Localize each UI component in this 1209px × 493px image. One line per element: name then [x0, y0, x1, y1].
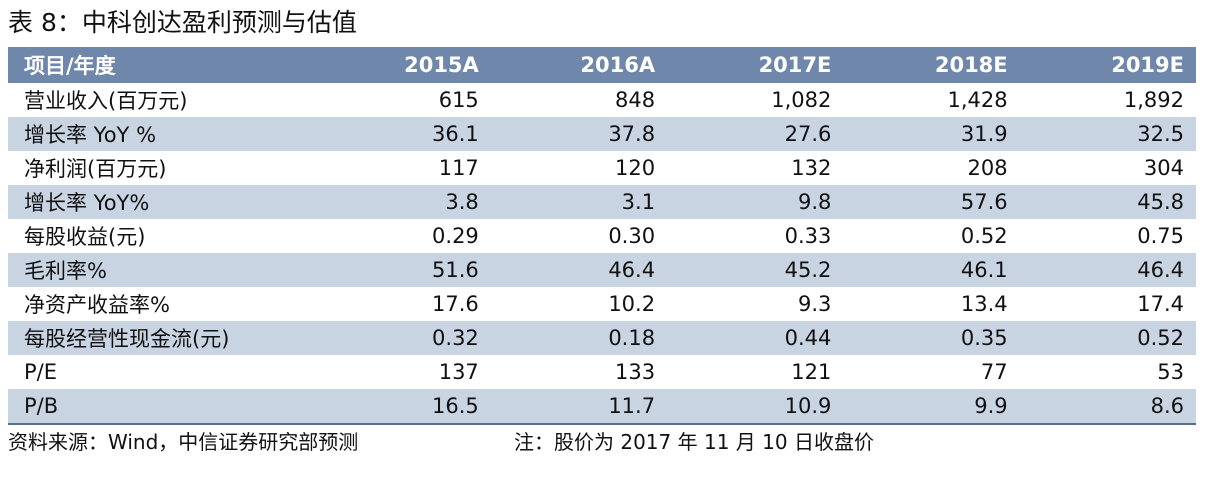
- table-cell: 0.52: [843, 219, 1020, 253]
- table-cell: 121: [667, 355, 844, 389]
- table-row: 每股收益(元) 0.29 0.30 0.33 0.52 0.75: [8, 219, 1196, 253]
- header-cell-2018e: 2018E: [843, 47, 1020, 83]
- row-label: 每股经营性现金流(元): [8, 321, 315, 355]
- row-label: 每股收益(元): [8, 219, 315, 253]
- table-cell: 9.9: [843, 389, 1020, 425]
- table-cell: 0.44: [667, 321, 844, 355]
- table-cell: 137: [314, 355, 491, 389]
- row-label: 净利润(百万元): [8, 151, 315, 185]
- table-cell: 9.8: [667, 185, 844, 219]
- table-cell: 46.1: [843, 253, 1020, 287]
- header-cell-2015a: 2015A: [314, 47, 491, 83]
- table-cell: 10.2: [490, 287, 668, 321]
- table-cell: 16.5: [314, 389, 491, 425]
- table-cell: 32.5: [1019, 117, 1196, 151]
- table-row: P/B 16.5 11.7 10.9 9.9 8.6: [8, 389, 1196, 425]
- table-cell: 36.1: [314, 117, 491, 151]
- row-label: 毛利率%: [8, 253, 315, 287]
- table-cell: 57.6: [843, 185, 1020, 219]
- page-title: 表 8：中科创达盈利预测与估值: [8, 8, 357, 37]
- table-cell: 1,428: [843, 83, 1020, 117]
- table-cell: 17.6: [314, 287, 491, 321]
- table-cell: 0.52: [1019, 321, 1196, 355]
- row-label: P/E: [8, 355, 315, 389]
- table-cell: 120: [490, 151, 668, 185]
- table-row: 净利润(百万元) 117 120 132 208 304: [8, 151, 1196, 185]
- table-cell: 3.1: [490, 185, 668, 219]
- row-label: P/B: [8, 389, 315, 425]
- table-cell: 31.9: [843, 117, 1020, 151]
- table-cell: 9.3: [667, 287, 844, 321]
- table-cell: 0.18: [490, 321, 668, 355]
- table-row: P/E 137 133 121 77 53: [8, 355, 1196, 389]
- table-cell: 1,082: [667, 83, 844, 117]
- source-note: 资料来源：Wind，中信证券研究部预测: [8, 430, 359, 454]
- table-cell: 304: [1019, 151, 1196, 185]
- table-cell: 208: [843, 151, 1020, 185]
- table-cell: 46.4: [1019, 253, 1196, 287]
- table-cell: 615: [314, 83, 491, 117]
- header-cell-2017e: 2017E: [667, 47, 844, 83]
- header-cell-2019e: 2019E: [1019, 47, 1196, 83]
- table-cell: 117: [314, 151, 491, 185]
- table-row: 营业收入(百万元) 615 848 1,082 1,428 1,892: [8, 83, 1196, 117]
- table-cell: 133: [490, 355, 668, 389]
- table-cell: 45.8: [1019, 185, 1196, 219]
- table-cell: 10.9: [667, 389, 844, 425]
- table-cell: 27.6: [667, 117, 844, 151]
- price-note: 注：股价为 2017 年 11 月 10 日收盘价: [514, 430, 874, 454]
- table-cell: 11.7: [490, 389, 668, 425]
- row-label: 增长率 YoY%: [8, 185, 315, 219]
- table-cell: 51.6: [314, 253, 491, 287]
- table-cell: 13.4: [843, 287, 1020, 321]
- table-cell: 3.8: [314, 185, 491, 219]
- table-row: 毛利率% 51.6 46.4 45.2 46.1 46.4: [8, 253, 1196, 287]
- table-cell: 45.2: [667, 253, 844, 287]
- header-cell-item: 项目/年度: [8, 47, 315, 83]
- table-row: 增长率 YoY% 3.8 3.1 9.8 57.6 45.8: [8, 185, 1196, 219]
- forecast-table: 项目/年度 2015A 2016A 2017E 2018E 2019E 营业收入…: [8, 47, 1196, 425]
- header-row: 项目/年度 2015A 2016A 2017E 2018E 2019E: [8, 47, 1196, 83]
- row-label: 营业收入(百万元): [8, 83, 315, 117]
- header-cell-2016a: 2016A: [490, 47, 668, 83]
- table-row: 净资产收益率% 17.6 10.2 9.3 13.4 17.4: [8, 287, 1196, 321]
- table-cell: 17.4: [1019, 287, 1196, 321]
- table-cell: 0.32: [314, 321, 491, 355]
- table-cell: 1,892: [1019, 83, 1196, 117]
- table-cell: 848: [490, 83, 668, 117]
- table-cell: 8.6: [1019, 389, 1196, 425]
- table-body: 营业收入(百万元) 615 848 1,082 1,428 1,892 增长率 YoY % 3…: [8, 83, 1196, 425]
- table-cell: 46.4: [490, 253, 668, 287]
- table-row: 增长率 YoY % 36.1 37.8 27.6 31.9 32.5: [8, 117, 1196, 151]
- row-label: 增长率 YoY %: [8, 117, 315, 151]
- table-cell: 0.33: [667, 219, 844, 253]
- table-cell: 0.29: [314, 219, 491, 253]
- table-cell: 132: [667, 151, 844, 185]
- table-cell: 77: [843, 355, 1020, 389]
- table-row: 每股经营性现金流(元) 0.32 0.18 0.44 0.35 0.52: [8, 321, 1196, 355]
- row-label: 净资产收益率%: [8, 287, 315, 321]
- table-cell: 37.8: [490, 117, 668, 151]
- table-cell: 0.35: [843, 321, 1020, 355]
- table-cell: 0.75: [1019, 219, 1196, 253]
- table-cell: 0.30: [490, 219, 668, 253]
- table-cell: 53: [1019, 355, 1196, 389]
